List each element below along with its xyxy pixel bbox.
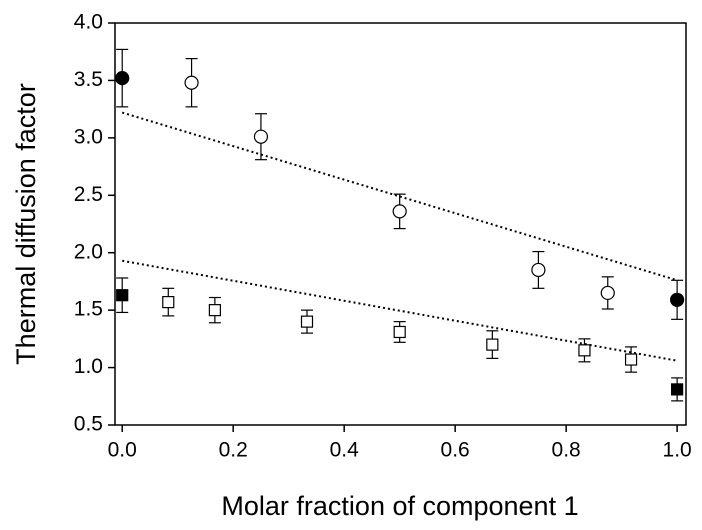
point	[670, 292, 685, 307]
y-tick-label: 4.0	[74, 11, 103, 34]
point	[486, 338, 499, 351]
y-tick-label: 3.0	[74, 125, 103, 148]
y-tick-label: 1.5	[74, 298, 103, 321]
x-tick-label: 0.4	[330, 439, 360, 462]
point	[115, 71, 130, 86]
point	[300, 315, 314, 328]
point	[578, 344, 591, 357]
plot-frame	[114, 22, 687, 426]
x-tick-label: 0.6	[441, 439, 470, 462]
y-tick-label: 1.0	[74, 355, 103, 378]
x-axis-label: Molar fraction of component 1	[221, 491, 578, 521]
point	[162, 296, 175, 309]
y-tick-label: 2.5	[74, 183, 103, 206]
trend-line	[122, 259, 678, 362]
point	[624, 353, 638, 366]
y-tick-label: 2.0	[74, 240, 103, 263]
point	[392, 204, 407, 219]
point	[531, 262, 546, 278]
x-tick-label: 1.0	[663, 439, 692, 462]
point	[393, 325, 406, 339]
y-tick-label: 0.5	[74, 413, 103, 436]
point	[671, 383, 684, 396]
x-tick-label: 0.8	[552, 439, 581, 462]
y-axis-label: Thermal diffusion factor	[11, 83, 41, 365]
x-tick-label: 0.2	[219, 439, 248, 462]
point	[184, 75, 199, 90]
point	[116, 289, 129, 302]
point	[253, 129, 269, 144]
trend-line	[121, 111, 678, 282]
point	[600, 285, 615, 301]
point	[208, 304, 221, 317]
y-tick-label: 3.5	[74, 68, 103, 91]
x-tick-label: 0.0	[108, 439, 137, 462]
